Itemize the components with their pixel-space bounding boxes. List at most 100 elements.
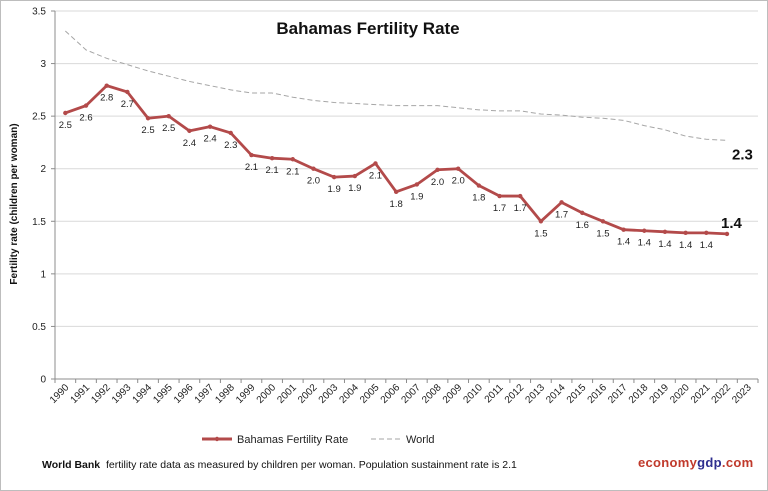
x-tick-label: 2002 (296, 382, 320, 406)
data-point-bahamas (580, 210, 585, 216)
data-point-bahamas (373, 161, 378, 166)
brand-part-economy: economy (638, 455, 698, 470)
data-label-bahamas: 1.8 (472, 193, 485, 204)
data-label-bahamas: 1.7 (555, 209, 568, 220)
x-tick-label: 2003 (317, 382, 341, 406)
x-tick-label: 2019 (648, 382, 672, 406)
data-labels: 2.3 2.5 2.6 2.8 2.7 2.5 2.5 2.4 2.4 2.3 2.1 2.1 2.1 2… (59, 93, 753, 251)
data-point-bahamas (497, 193, 502, 199)
x-tick-label: 1995 (151, 382, 175, 406)
brand-logo: economygdp.com (638, 455, 753, 470)
x-tick-label: 1994 (131, 382, 155, 406)
x-tick-label: 1992 (89, 382, 113, 406)
data-label-bahamas: 2.0 (431, 177, 444, 188)
x-tick-label: 1996 (172, 382, 196, 406)
data-point-bahamas (228, 130, 233, 136)
data-label-bahamas: 1.4 (679, 240, 692, 251)
axes (51, 10, 759, 383)
data-label-bahamas: 2.7 (121, 99, 134, 110)
data-label-bahamas: 1.7 (514, 203, 527, 214)
data-label-bahamas: 1.9 (348, 183, 361, 194)
x-tick-label: 2017 (606, 382, 630, 406)
data-label-bahamas: 1.6 (576, 220, 589, 231)
series-group (63, 30, 730, 237)
x-tick-label: 2008 (420, 382, 444, 406)
brand-part-gdp: gdp (697, 455, 722, 470)
data-point-bahamas (207, 124, 213, 129)
data-point-bahamas (518, 193, 523, 199)
data-point-bahamas (63, 110, 68, 116)
data-label-bahamas: 2.5 (59, 120, 72, 131)
x-tick-label: 2023 (730, 382, 754, 406)
data-label-bahamas: 2.6 (79, 113, 92, 124)
x-tick-label: 2012 (503, 382, 527, 406)
x-tick-label: 1999 (234, 382, 258, 406)
data-point-bahamas (269, 156, 275, 161)
data-point-bahamas (621, 227, 626, 232)
data-label-bahamas: 1.5 (596, 228, 609, 239)
x-tick-label: 2018 (627, 382, 651, 406)
data-label-bahamas: 2.1 (369, 170, 382, 181)
x-tick-labels: 1990199119921993199419951996199719981999… (48, 382, 754, 406)
data-point-bahamas (352, 173, 358, 179)
x-tick-label: 2005 (358, 382, 382, 406)
data-point-bahamas (331, 174, 337, 180)
end-label-world: 2.3 (732, 146, 753, 163)
footnote: World Bank fertility rate data as measur… (42, 459, 517, 471)
data-point-bahamas (559, 200, 564, 205)
x-tick-label: 2022 (710, 382, 734, 406)
data-point-bahamas (662, 229, 668, 234)
y-tick-label: 1 (40, 269, 46, 280)
data-label-bahamas: 2.5 (162, 123, 175, 134)
legend-marker-bahamas (214, 436, 220, 442)
data-point-bahamas (83, 103, 89, 108)
y-tick-label: 3.5 (32, 7, 46, 18)
x-tick-label: 2014 (544, 382, 568, 406)
series-line-bahamas (64, 84, 728, 236)
y-tick-labels: 0 0.5 1 1.5 2 2.5 3 3.5 (32, 7, 46, 386)
series-line-world (65, 30, 728, 141)
data-point-bahamas (145, 116, 151, 121)
footnote-source: World Bank (42, 459, 101, 471)
data-point-bahamas (600, 219, 606, 224)
data-point-bahamas (414, 182, 420, 187)
data-point-bahamas (393, 189, 399, 195)
data-point-bahamas (476, 183, 482, 188)
legend-label-world: World (406, 434, 435, 446)
legend-label-bahamas: Bahamas Fertility Rate (237, 434, 348, 446)
end-label-bahamas: 1.4 (721, 215, 743, 232)
data-label-bahamas: 2.0 (307, 176, 320, 187)
data-label-bahamas: 1.5 (534, 228, 547, 239)
data-label-bahamas: 2.0 (452, 176, 465, 187)
x-tick-label: 2020 (668, 382, 692, 406)
data-point-bahamas (538, 219, 544, 224)
data-point-bahamas (683, 230, 688, 236)
data-label-bahamas: 1.9 (410, 191, 423, 202)
data-point-bahamas (724, 231, 730, 237)
x-tick-label: 1991 (69, 382, 93, 406)
data-label-bahamas: 1.4 (658, 239, 671, 250)
gridlines (55, 10, 758, 327)
y-tick-label: 2 (40, 164, 46, 175)
x-tick-label: 1990 (48, 382, 72, 406)
x-tick-label: 2000 (255, 382, 279, 406)
legend: Bahamas Fertility Rate World (202, 434, 435, 446)
data-point-bahamas (125, 89, 130, 95)
data-label-bahamas: 2.8 (100, 93, 113, 104)
x-tick-label: 1997 (193, 382, 217, 406)
x-tick-label: 2010 (461, 382, 485, 406)
x-tick-label: 2006 (379, 382, 403, 406)
data-point-bahamas (311, 166, 316, 171)
data-point-bahamas (187, 128, 192, 134)
data-label-bahamas: 1.7 (493, 203, 506, 214)
x-tick-label: 2004 (337, 382, 361, 406)
data-point-bahamas (455, 166, 461, 171)
footnote-text: fertility rate data as measured by child… (106, 459, 517, 471)
data-point-bahamas (435, 167, 440, 172)
y-axis-label: Fertility rate (children per woman) (9, 123, 20, 284)
brand-part-com: .com (721, 455, 754, 470)
data-point-bahamas (642, 228, 647, 233)
data-point-bahamas (166, 113, 171, 119)
